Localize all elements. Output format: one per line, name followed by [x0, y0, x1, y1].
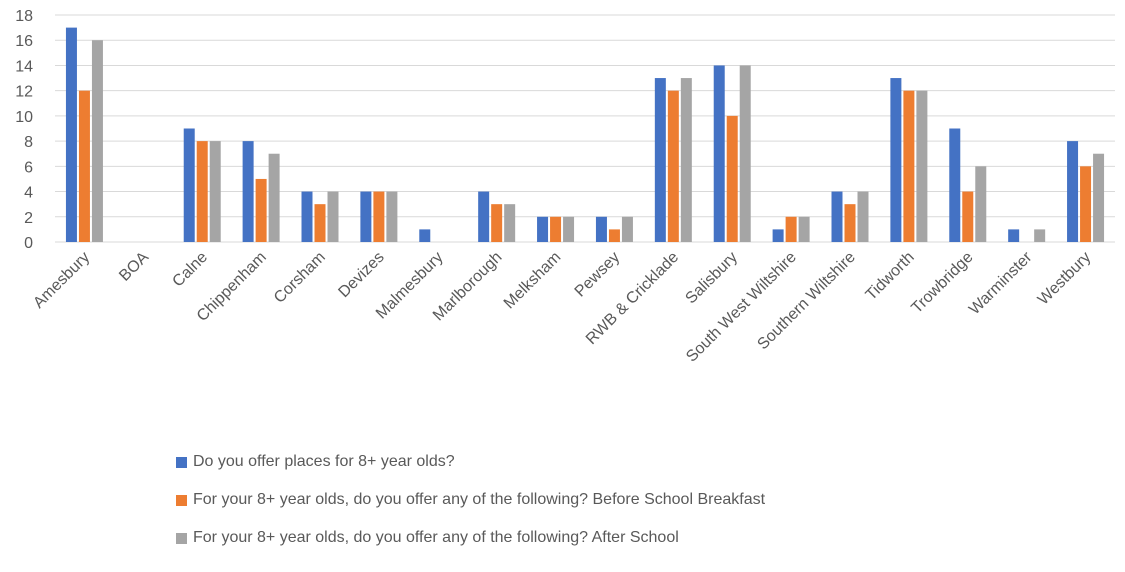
- bar-series-3: [268, 153, 280, 242]
- bar-series-3: [621, 216, 633, 242]
- bar-series-2: [78, 90, 90, 243]
- x-tick-label: BOA: [116, 249, 152, 285]
- bar-series-1: [949, 128, 961, 242]
- x-tick-label: Corsham: [271, 249, 329, 307]
- legend-item-series-2: For your 8+ year olds, do you offer any …: [176, 490, 765, 510]
- y-tick-label: 2: [24, 210, 33, 227]
- bar-series-3: [1034, 229, 1046, 242]
- x-tick-label: Devizes: [335, 249, 387, 301]
- bar-series-1: [242, 141, 254, 242]
- bar-series-2: [1080, 166, 1092, 242]
- bar-series-3: [91, 40, 103, 242]
- bar-series-2: [903, 90, 915, 243]
- bar-series-2: [373, 191, 385, 242]
- y-tick-label: 10: [15, 109, 33, 126]
- x-tick-label: Calne: [169, 249, 211, 291]
- legend: Do you offer places for 8+ year olds? Fo…: [176, 452, 765, 566]
- y-tick-label: 18: [15, 8, 33, 25]
- y-tick-label: 14: [15, 58, 33, 75]
- bar-series-2: [962, 191, 974, 242]
- legend-swatch-series-1: [176, 456, 187, 468]
- x-tick-label: Tidworth: [863, 249, 918, 304]
- y-tick-label: 6: [24, 159, 33, 176]
- bar-series-2: [255, 178, 267, 242]
- bar-series-1: [595, 216, 607, 242]
- bar-series-2: [726, 115, 738, 242]
- y-tick-label: 4: [24, 185, 33, 202]
- bar-series-1: [360, 191, 372, 242]
- bar-series-3: [916, 90, 928, 243]
- bar-series-3: [504, 204, 516, 242]
- bar-series-1: [301, 191, 313, 242]
- y-tick-label: 12: [15, 84, 33, 101]
- bar-series-1: [1067, 141, 1079, 242]
- bars: [65, 27, 1105, 243]
- bar-series-1: [1008, 229, 1020, 242]
- legend-label-series-3: For your 8+ year olds, do you offer any …: [193, 529, 679, 546]
- y-tick-label: 0: [24, 235, 33, 252]
- bar-series-2: [667, 90, 679, 243]
- x-tick-label: Westbury: [1035, 249, 1095, 309]
- legend-item-series-3: For your 8+ year olds, do you offer any …: [176, 528, 765, 548]
- bar-series-1: [183, 128, 195, 242]
- x-tick-label: Salisbury: [682, 249, 741, 308]
- bar-series-3: [798, 216, 810, 242]
- bar-series-1: [537, 216, 549, 242]
- bar-series-1: [772, 229, 784, 242]
- legend-label-series-1: Do you offer places for 8+ year olds?: [193, 453, 455, 470]
- bar-series-3: [1093, 153, 1105, 242]
- x-tick-label: Amesbury: [30, 249, 93, 312]
- x-tick-label: Melksham: [501, 249, 565, 313]
- x-tick-label: Southern Wiltshire: [754, 249, 859, 354]
- bar-series-3: [857, 191, 869, 242]
- gridlines: [55, 14, 1115, 243]
- bar-series-1: [654, 78, 666, 242]
- bar-series-3: [563, 216, 575, 242]
- legend-item-series-1: Do you offer places for 8+ year olds?: [176, 452, 765, 472]
- bar-series-2: [491, 204, 503, 242]
- legend-label-series-2: For your 8+ year olds, do you offer any …: [193, 491, 766, 508]
- x-tick-label: South West Wiltshire: [683, 249, 800, 366]
- bar-series-2: [196, 141, 208, 242]
- bar-series-3: [209, 141, 221, 242]
- x-tick-label: Warminster: [966, 248, 1036, 318]
- y-axis-ticks: 0 2 4 6 8 10 12 14 16 18: [15, 8, 33, 252]
- bar-series-2: [314, 204, 326, 242]
- legend-swatch-series-3: [176, 532, 187, 544]
- bar-series-1: [478, 191, 490, 242]
- legend-swatch-series-2: [176, 494, 187, 506]
- bar-series-3: [386, 191, 398, 242]
- y-tick-label: 16: [15, 33, 33, 50]
- bar-series-3: [327, 191, 339, 242]
- bar-series-2: [785, 216, 797, 242]
- bar-series-2: [844, 204, 856, 242]
- bar-series-3: [680, 78, 692, 242]
- bar-series-1: [419, 229, 431, 242]
- bar-series-1: [713, 65, 725, 242]
- bar-series-1: [831, 191, 843, 242]
- x-tick-label: Pewsey: [572, 249, 624, 301]
- bar-series-2: [608, 229, 620, 242]
- bar-series-2: [550, 216, 562, 242]
- y-tick-label: 8: [24, 134, 33, 151]
- bar-series-3: [975, 166, 987, 242]
- bar-series-1: [890, 78, 902, 242]
- bar-series-1: [65, 27, 77, 242]
- bar-series-3: [739, 65, 751, 242]
